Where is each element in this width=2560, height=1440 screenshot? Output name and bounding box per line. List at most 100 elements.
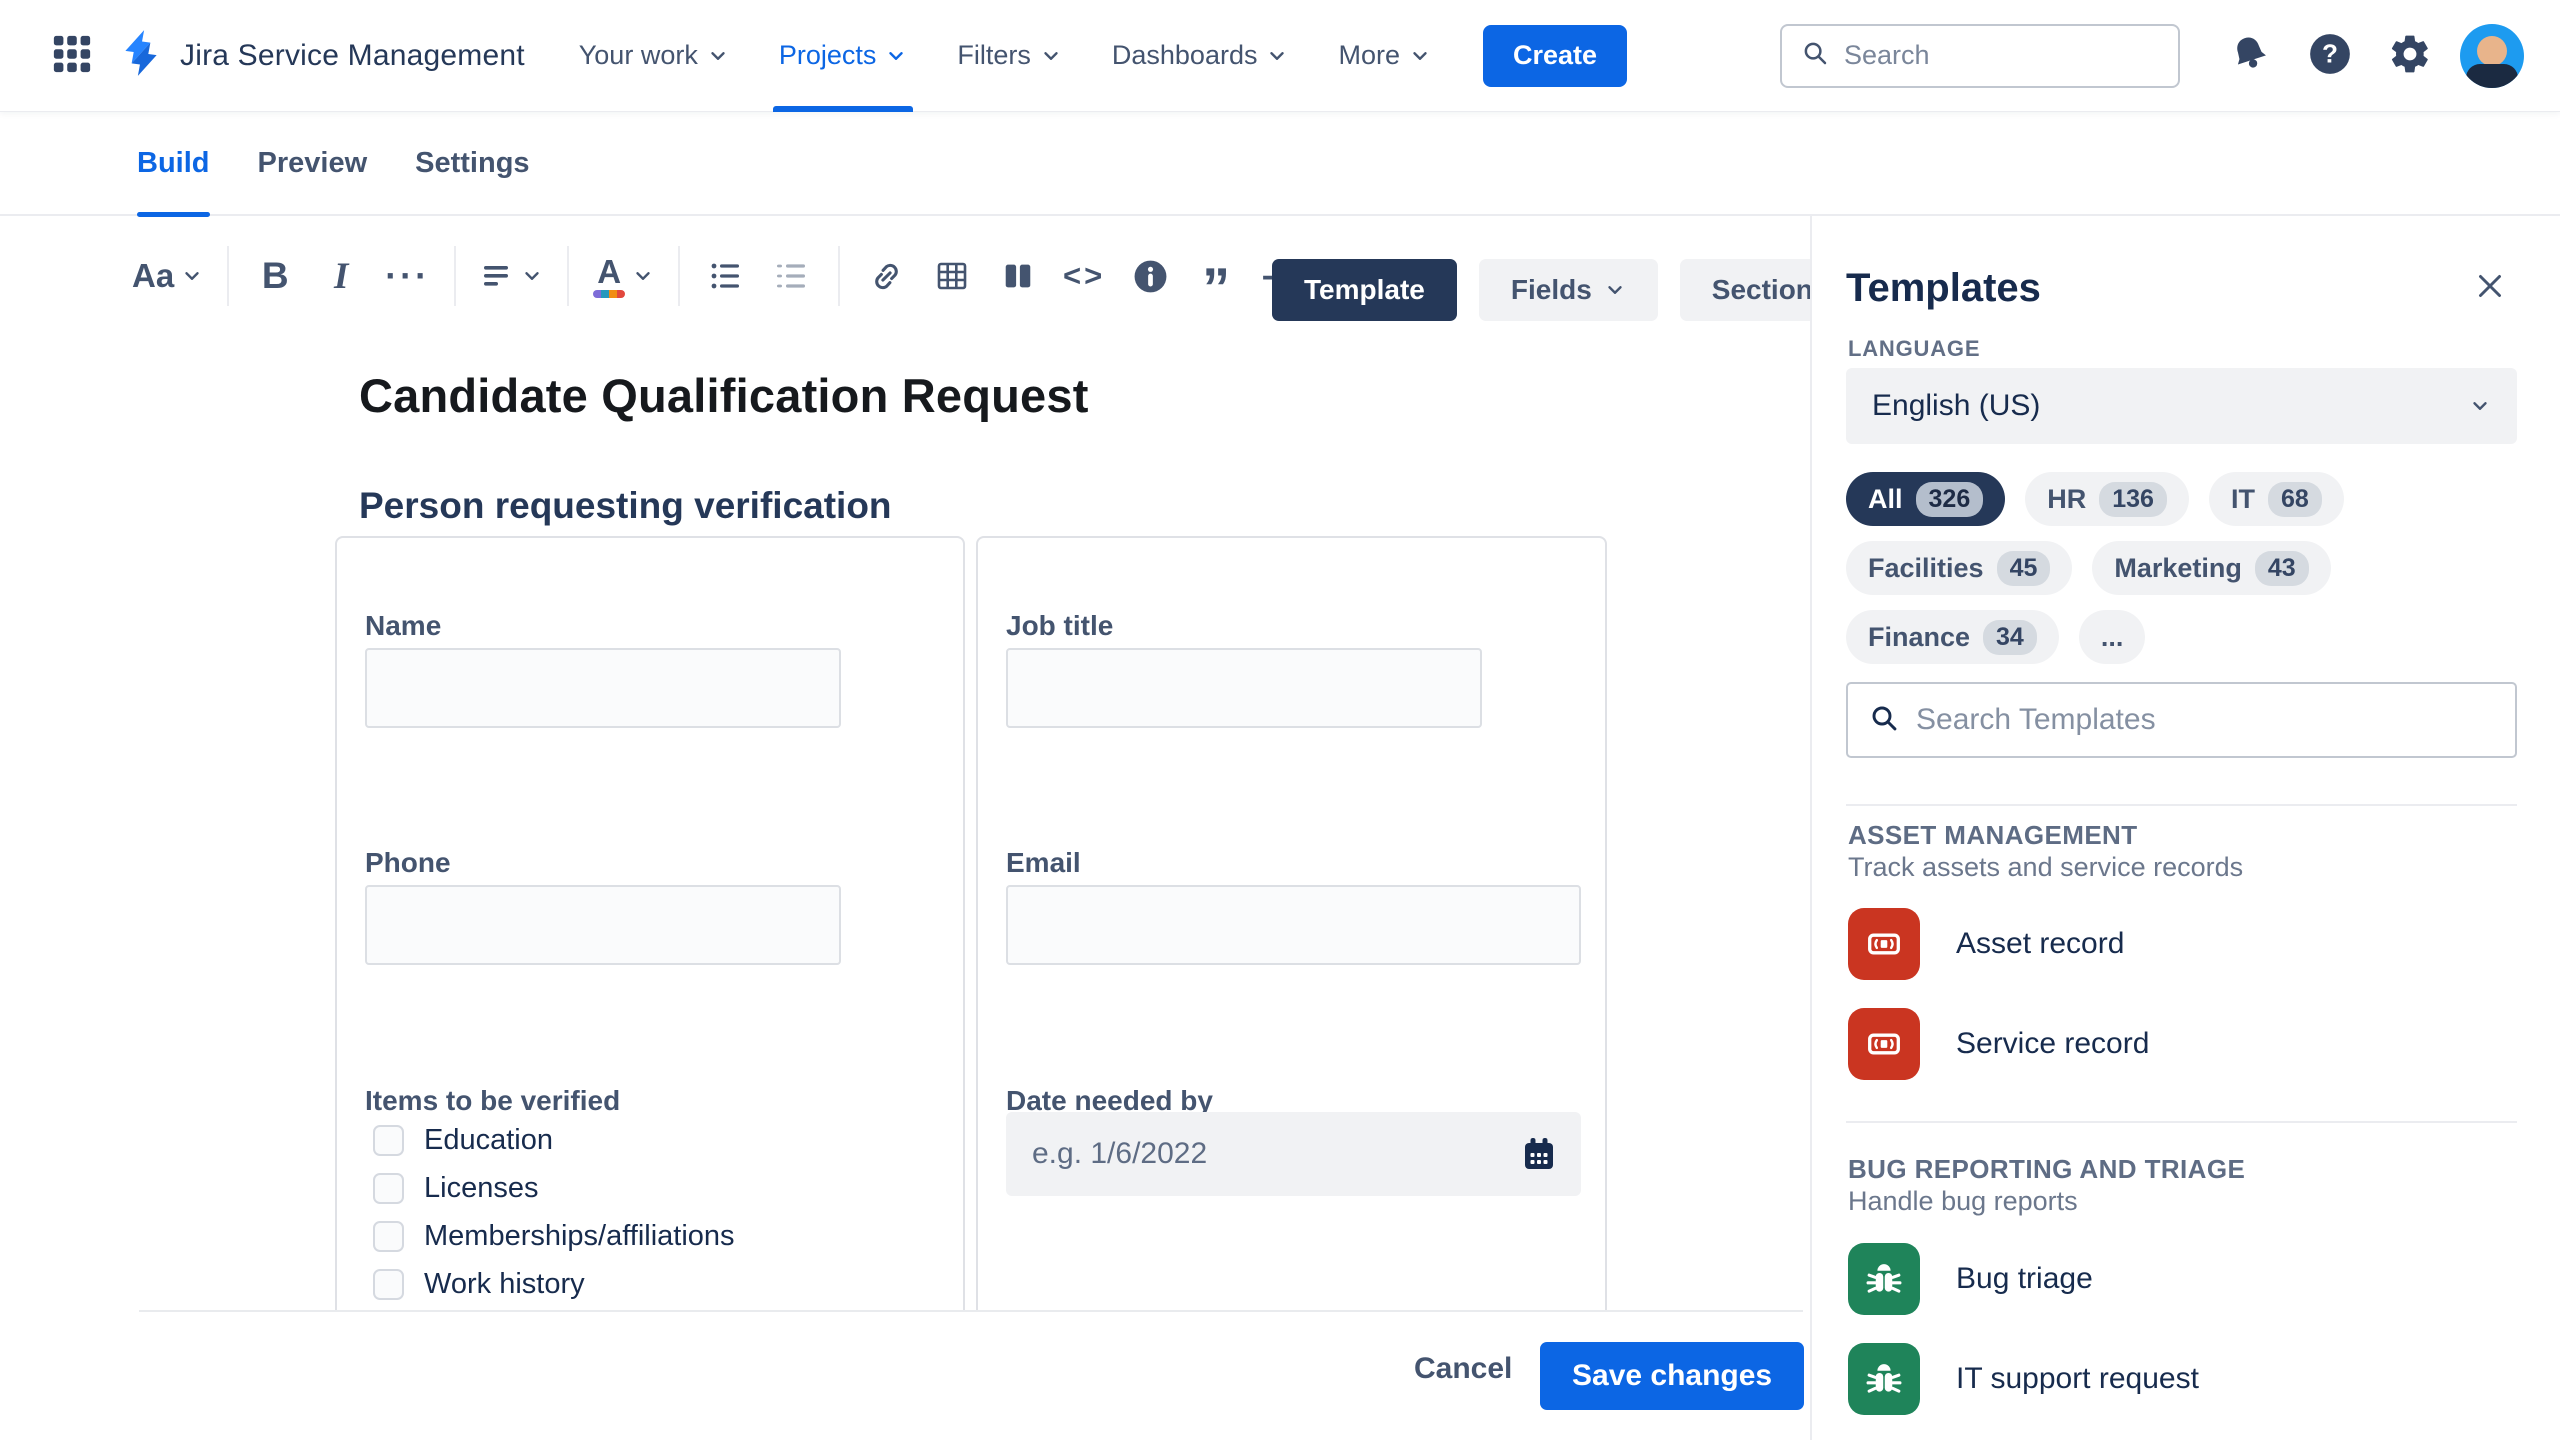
chevron-down-icon [1044, 51, 1058, 60]
nav-item-dashboards[interactable]: Dashboards [1112, 0, 1289, 112]
fields-button[interactable]: Fields [1478, 259, 1658, 321]
tab-settings[interactable]: Settings [415, 146, 530, 179]
template-item-bug-triage[interactable]: Bug triage [1848, 1243, 2508, 1315]
chevron-down-icon [711, 51, 725, 60]
text-style-button[interactable]: Aa [132, 246, 203, 306]
phone-field[interactable] [365, 885, 841, 965]
brand[interactable]: Jira Service Management [116, 28, 525, 83]
text-color-button[interactable]: A [593, 246, 654, 306]
app-switcher-button[interactable] [46, 30, 98, 82]
category-filters: All 326 HR 136 IT 68 Facilities 45 Marketing… [1846, 472, 2517, 664]
template-item-label: Asset record [1956, 927, 2125, 960]
numbered-list-button[interactable] [770, 246, 814, 306]
save-changes-button[interactable]: Save changes [1540, 1342, 1805, 1410]
group-heading: ASSET MANAGEMENT [1848, 820, 2138, 850]
active-nav-underline [772, 105, 914, 112]
info-panel-button[interactable] [1128, 246, 1172, 306]
language-value: English (US) [1872, 389, 2041, 422]
avatar-shoulders [2466, 63, 2518, 88]
panel-divider [1846, 1121, 2517, 1123]
language-select[interactable]: English (US) [1846, 368, 2517, 444]
filter-pill-finance[interactable]: Finance 34 [1846, 610, 2059, 664]
italic-button[interactable]: I [319, 246, 363, 306]
link-button[interactable] [864, 246, 908, 306]
work-history-checkbox[interactable] [373, 1269, 404, 1300]
bug-icon [1848, 1243, 1920, 1315]
alignment-button[interactable] [480, 246, 543, 306]
template-search[interactable] [1846, 682, 2517, 758]
filter-pill-it[interactable]: IT 68 [2208, 472, 2344, 526]
memberships-checkbox[interactable] [373, 1221, 404, 1252]
toolbar-separator [678, 246, 681, 306]
bold-button[interactable]: B [253, 246, 297, 306]
filter-pill-marketing[interactable]: Marketing 43 [2092, 541, 2331, 595]
more-formatting-button[interactable]: ··· [385, 246, 430, 306]
filter-pill-facilities[interactable]: Facilities 45 [1846, 541, 2073, 595]
global-search[interactable] [1780, 23, 2180, 88]
date-needed-label: Date needed by [1006, 1085, 1213, 1116]
filter-pill-hr[interactable]: HR 136 [2025, 472, 2189, 526]
jira-logo-icon [116, 28, 166, 83]
count-badge: 326 [1915, 481, 1984, 517]
template-item-asset-record[interactable]: Asset record [1848, 908, 2508, 980]
create-button[interactable]: Create [1482, 24, 1628, 87]
avatar-face [2477, 35, 2507, 66]
count-badge: 68 [2267, 481, 2322, 517]
table-button[interactable] [930, 246, 974, 306]
group-description: Handle bug reports [1848, 1186, 2078, 1216]
form-section-heading[interactable]: Person requesting verification [359, 485, 892, 526]
align-left-icon [484, 266, 509, 286]
close-icon [2479, 275, 2501, 297]
form-title[interactable]: Candidate Qualification Request [359, 369, 1089, 422]
nav-item-filters[interactable]: Filters [957, 0, 1062, 112]
template-item-label: IT support request [1956, 1362, 2199, 1395]
help-button[interactable]: ? [2300, 26, 2360, 86]
filter-pill-all[interactable]: All 326 [1846, 472, 2006, 526]
chevron-down-icon [185, 272, 199, 280]
panel-title: Templates [1846, 266, 2041, 310]
bullet-list-button[interactable] [704, 246, 748, 306]
search-icon [1868, 702, 1900, 739]
email-field[interactable] [1006, 885, 1581, 965]
tab-build[interactable]: Build [137, 111, 210, 217]
search-input[interactable] [1844, 40, 2160, 71]
template-item-it-support-request[interactable]: IT support request [1848, 1343, 2508, 1415]
nav-item-more[interactable]: More [1338, 0, 1431, 112]
job-title-field[interactable] [1006, 648, 1482, 728]
service-record-icon [1848, 1008, 1920, 1080]
licenses-checkbox[interactable] [373, 1173, 404, 1204]
template-button[interactable]: Template [1272, 259, 1457, 321]
template-search-input[interactable] [1916, 703, 2495, 737]
count-badge: 43 [2254, 550, 2309, 586]
education-checkbox[interactable] [373, 1125, 404, 1156]
layouts-button[interactable] [996, 246, 1040, 306]
name-field[interactable] [365, 648, 841, 728]
checkbox-label: Education [424, 1124, 553, 1156]
notifications-button[interactable] [2220, 26, 2280, 86]
active-tab-underline [137, 212, 210, 217]
verification-checklist: Education Licenses Memberships/affiliati… [373, 1124, 735, 1301]
toolbar-separator [227, 246, 230, 306]
tab-preview[interactable]: Preview [257, 146, 368, 179]
date-input[interactable] [1006, 1137, 1486, 1171]
calendar-icon[interactable] [1519, 1134, 1559, 1179]
primary-nav: Your work Projects Filters Dashboards Mo… [579, 0, 1431, 112]
list-item: Work history [373, 1268, 735, 1301]
count-badge: 136 [2099, 481, 2167, 517]
nav-item-your-work[interactable]: Your work [579, 0, 729, 112]
chevron-down-icon [1608, 286, 1622, 294]
template-item-service-record[interactable]: Service record [1848, 1008, 2508, 1080]
filter-pill-more[interactable]: ... [2078, 610, 2146, 664]
list-item: Memberships/affiliations [373, 1220, 735, 1253]
bell-icon [2227, 31, 2273, 80]
close-panel-button[interactable] [2468, 264, 2512, 308]
code-block-button[interactable]: <> [1062, 246, 1106, 306]
cancel-button[interactable]: Cancel [1414, 1352, 1513, 1385]
date-needed-field[interactable] [1006, 1112, 1581, 1196]
list-item: Education [373, 1124, 735, 1157]
user-avatar[interactable] [2460, 23, 2524, 88]
nav-item-projects[interactable]: Projects [772, 0, 914, 112]
quote-button[interactable]: ” [1194, 258, 1238, 318]
settings-button[interactable] [2380, 26, 2440, 86]
